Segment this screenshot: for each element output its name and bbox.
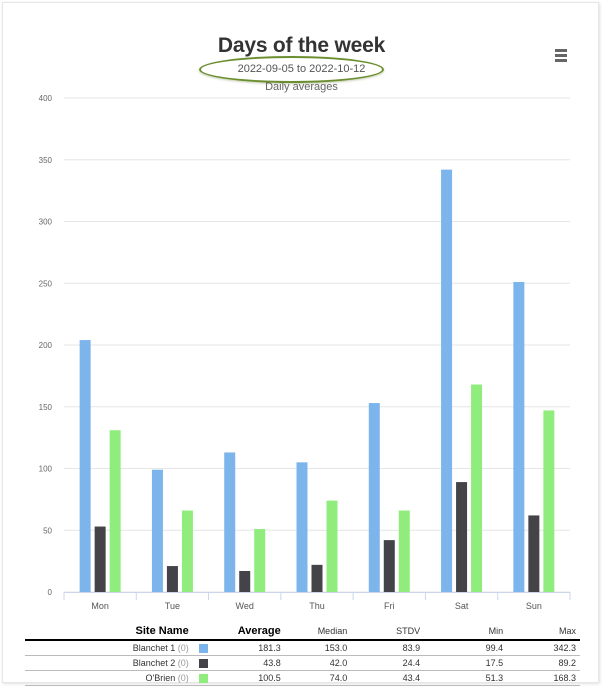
y-tick-label: 350 xyxy=(39,156,53,165)
max-cell: 89.2 xyxy=(507,655,580,671)
x-tick-label: Mon xyxy=(91,601,109,611)
bar xyxy=(166,566,178,592)
average-cell: 43.8 xyxy=(214,655,285,671)
series-color-swatch xyxy=(198,659,208,669)
series-color-swatch xyxy=(198,674,208,684)
y-tick-label: 250 xyxy=(39,279,53,288)
y-tick-label: 0 xyxy=(48,588,53,597)
median-cell: 153.0 xyxy=(284,640,352,656)
chart-subtitle: Daily averages xyxy=(265,81,338,93)
bar xyxy=(543,410,555,592)
site-name: Blanchet 1 xyxy=(132,643,178,653)
bar xyxy=(151,469,163,592)
bar xyxy=(109,430,121,592)
date-range-highlight xyxy=(199,56,384,83)
stats-header-row: Site Name Average Median STDV Min Max xyxy=(25,624,580,641)
min-cell: 17.5 xyxy=(424,655,508,671)
site-name: Blanchet 2 xyxy=(132,658,178,668)
series-color-swatch xyxy=(198,644,208,654)
header-site-name: Site Name xyxy=(25,624,193,641)
x-tick-label: Thu xyxy=(309,601,325,611)
y-tick-label: 100 xyxy=(39,465,53,474)
max-cell: 342.3 xyxy=(507,640,580,656)
table-row: Blanchet 2 (0) 43.8 42.0 24.4 17.5 89.2 xyxy=(25,655,580,671)
x-tick-label: Fri xyxy=(384,601,395,611)
hamburger-menu-icon[interactable] xyxy=(551,46,571,64)
bar xyxy=(94,526,106,592)
site-count: (0) xyxy=(177,658,189,668)
chart-title: Days of the week xyxy=(217,34,386,57)
header-average: Average xyxy=(214,624,285,641)
bar xyxy=(254,529,266,592)
date-range: 2022-09-05 to 2022-10-12 xyxy=(237,63,366,75)
swatch-cell xyxy=(192,640,215,656)
x-tick-label: Sat xyxy=(455,601,469,611)
site-count: (0) xyxy=(177,643,189,653)
stats-table: Site Name Average Median STDV Min Max Bl… xyxy=(25,624,580,686)
site-name: O'Brien xyxy=(145,673,178,683)
bar xyxy=(79,340,91,592)
header-swatch xyxy=(192,624,215,641)
swatch-cell xyxy=(192,655,215,671)
y-tick-label: 300 xyxy=(39,218,53,227)
header-max: Max xyxy=(507,624,580,641)
bar xyxy=(441,169,453,592)
header-min: Min xyxy=(424,624,508,641)
bar xyxy=(383,540,395,592)
bar xyxy=(296,462,308,592)
site-name-cell: O'Brien (0) xyxy=(25,670,193,686)
median-cell: 74.0 xyxy=(284,670,352,686)
swatch-cell xyxy=(192,670,215,686)
bar xyxy=(239,571,251,592)
bar xyxy=(513,282,525,592)
table-row: Blanchet 1 (0) 181.3 153.0 83.9 99.4 342.3 xyxy=(25,640,580,656)
x-tick-label: Tue xyxy=(165,601,180,611)
bar xyxy=(368,403,380,592)
site-name-cell: Blanchet 2 (0) xyxy=(25,655,193,671)
y-tick-label: 50 xyxy=(43,526,52,535)
site-count: (0) xyxy=(177,673,189,683)
table-row: O'Brien (0) 100.5 74.0 43.4 51.3 168.3 xyxy=(25,670,580,686)
y-tick-label: 400 xyxy=(39,94,53,103)
bar xyxy=(528,515,540,592)
y-tick-label: 200 xyxy=(39,341,53,350)
bar xyxy=(398,510,410,592)
x-tick-label: Wed xyxy=(236,601,254,611)
bar xyxy=(471,384,483,592)
site-name-cell: Blanchet 1 (0) xyxy=(25,640,193,656)
x-tick-label: Sun xyxy=(526,601,542,611)
stdv-cell: 43.4 xyxy=(351,670,425,686)
min-cell: 99.4 xyxy=(424,640,508,656)
min-cell: 51.3 xyxy=(424,670,508,686)
header-median: Median xyxy=(284,624,352,641)
header-stdv: STDV xyxy=(351,624,425,641)
bar xyxy=(224,452,236,592)
bar xyxy=(326,500,338,592)
y-tick-label: 150 xyxy=(39,403,53,412)
stdv-cell: 83.9 xyxy=(351,640,425,656)
stdv-cell: 24.4 xyxy=(351,655,425,671)
average-cell: 181.3 xyxy=(214,640,285,656)
average-cell: 100.5 xyxy=(214,670,285,686)
max-cell: 168.3 xyxy=(507,670,580,686)
bar xyxy=(181,510,193,592)
bar xyxy=(456,482,468,592)
bar xyxy=(311,564,323,592)
median-cell: 42.0 xyxy=(284,655,352,671)
bar-chart: 0 50 100 150 200 250 300 350 400 Mon Tue Wed Thu Fri S… xyxy=(39,94,571,611)
